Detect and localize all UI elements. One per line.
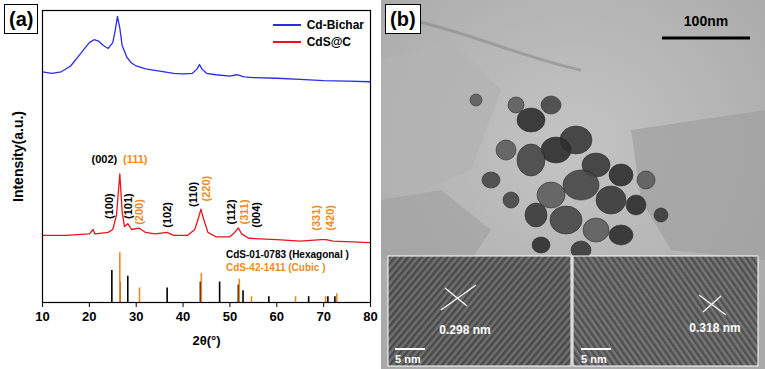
- svg-text:5 nm: 5 nm: [395, 353, 421, 365]
- svg-text:(420): (420): [324, 205, 336, 231]
- svg-text:(311): (311): [238, 199, 250, 224]
- svg-text:10: 10: [35, 309, 49, 324]
- html-text:(a): (a): [9, 8, 34, 30]
- svg-text:2θ(°): 2θ(°): [192, 333, 220, 348]
- svg-text:(100): (100): [103, 193, 115, 219]
- svg-text:5 nm: 5 nm: [581, 353, 607, 365]
- svg-text:(110): (110): [187, 182, 199, 207]
- svg-text:80: 80: [363, 309, 377, 324]
- svg-text:(111): (111): [123, 153, 148, 165]
- svg-text:40: 40: [176, 309, 190, 324]
- svg-text:(220): (220): [200, 175, 212, 201]
- svg-text:30: 30: [129, 309, 143, 324]
- svg-text:(101): (101): [121, 193, 134, 219]
- svg-text:100nm: 100nm: [684, 13, 728, 29]
- svg-text:Intensity(a.u.): Intensity(a.u.): [10, 111, 26, 202]
- svg-text:(102): (102): [161, 202, 173, 228]
- html-text:Cd-Bichar: Cd-Bichar: [306, 17, 364, 32]
- html-text:CdS-01-0783 (Hexagonal ): CdS-01-0783 (Hexagonal ): [226, 249, 349, 260]
- html-text:CdS@C: CdS@C: [306, 34, 351, 49]
- svg-text:(004): (004): [250, 202, 262, 228]
- svg-text:0.298 nm: 0.298 nm: [439, 323, 490, 337]
- svg-text:(112): (112): [225, 199, 237, 224]
- svg-text:0.318 nm: 0.318 nm: [689, 321, 740, 335]
- svg-text:(331): (331): [310, 205, 322, 231]
- svg-text:60: 60: [270, 309, 284, 324]
- svg-text:(200): (200): [133, 199, 145, 225]
- html-text:CdS-42-1411 (Cubic ): CdS-42-1411 (Cubic ): [226, 262, 326, 273]
- svg-text:50: 50: [223, 309, 237, 324]
- svg-text:70: 70: [316, 309, 330, 324]
- html-text:(b): (b): [390, 8, 416, 30]
- svg-text:(002): (002): [92, 153, 118, 165]
- svg-text:20: 20: [82, 309, 96, 324]
